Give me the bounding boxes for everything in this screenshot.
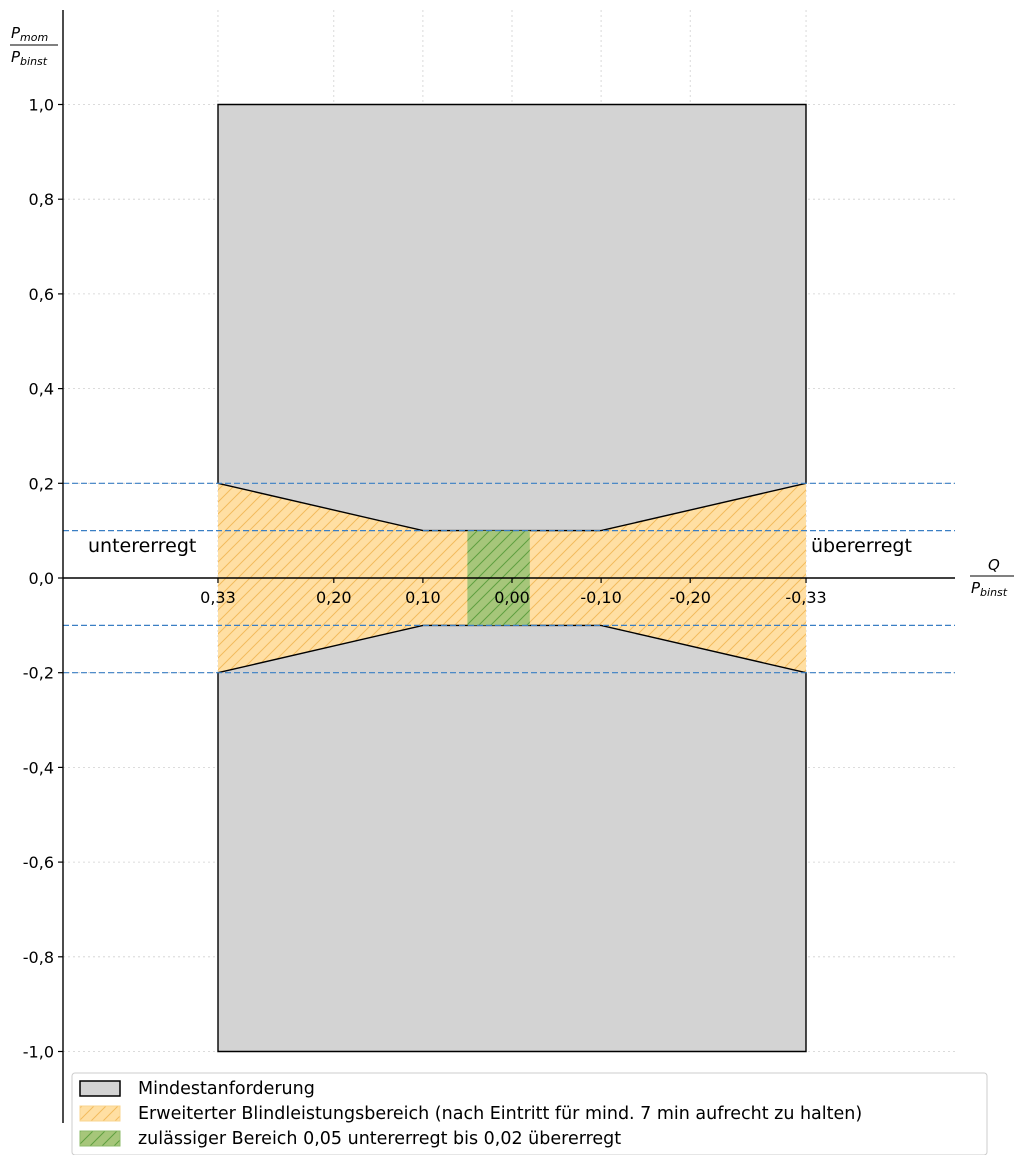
y-tick-label: 0,4 [29, 380, 54, 399]
legend-swatch-zulaessig [79, 1130, 121, 1147]
region-label-left: untererregt [88, 535, 196, 557]
reference-lines [63, 482, 955, 674]
legend-swatch-erweitert [79, 1105, 121, 1122]
tick-labels: 1,0 0,8 0,6 0,4 0,2 0,0 -0,2 -0,4 -0,6 -0,8 -1,0 0,… [23, 96, 827, 1062]
y-tick-label: -0,8 [23, 948, 54, 967]
x-tick-label: 0,10 [405, 588, 441, 607]
series-mindestanforderung-lower [217, 624, 807, 1053]
x-tick-label: -0,10 [580, 588, 621, 607]
y-tick-label: -1,0 [23, 1043, 54, 1062]
x-axis-label-numerator: Q [988, 556, 1000, 574]
y-axis-label: Pmom Pbinst [10, 24, 58, 68]
y-axis-label-numerator: Pmom [11, 24, 48, 44]
y-tick-label: 0,0 [29, 569, 54, 588]
y-tick-label: 0,8 [29, 190, 54, 209]
region-label-right: übererregt [811, 535, 912, 557]
y-tick-label: -0,2 [23, 664, 54, 683]
x-tick-label: -0,20 [669, 588, 710, 607]
legend-label-erweitert: Erweiterter Blindleistungsbereich (nach … [138, 1104, 862, 1124]
y-axis-label-denominator: Pbinst [11, 48, 48, 68]
y-tick-label: 0,2 [29, 474, 54, 493]
series-mindestanforderung-upper [217, 103, 807, 532]
y-tick-label: -0,4 [23, 758, 54, 777]
x-tick-label: 0,33 [200, 588, 236, 607]
x-tick-label: -0,33 [785, 588, 826, 607]
x-axis-label: Q Pbinst [970, 556, 1014, 599]
x-tick-label: 0,20 [316, 588, 352, 607]
x-tick-label: 0,00 [494, 588, 530, 607]
x-axis-label-denominator: Pbinst [971, 579, 1008, 599]
legend-swatch-mindestanforderung [79, 1080, 121, 1097]
legend-label-zulaessig: zulässiger Bereich 0,05 untererregt bis … [138, 1129, 621, 1149]
y-tick-label: -0,6 [23, 853, 54, 872]
legend: Mindestanforderung Erweiterter Blindleis… [71, 1072, 988, 1155]
legend-label-mindestanforderung: Mindestanforderung [138, 1079, 315, 1099]
y-tick-label: 1,0 [29, 96, 54, 115]
y-tick-label: 0,6 [29, 285, 54, 304]
legend-frame [71, 1072, 988, 1155]
